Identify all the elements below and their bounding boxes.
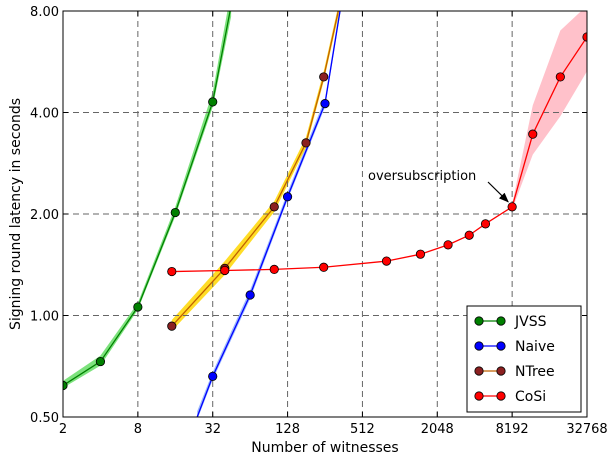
legend-entry-jvss: JVSS [474, 314, 547, 330]
legend-entry-naive: Naive [474, 339, 555, 355]
x-tick-label-32: 32 [204, 422, 221, 437]
x-tick-label-2048: 2048 [421, 422, 454, 437]
x-tick-label-8192: 8192 [496, 422, 529, 437]
legend-label-naive: Naive [515, 339, 555, 355]
x-tick-label-128: 128 [275, 422, 300, 437]
x-tick-label-512: 512 [350, 422, 375, 437]
annotation-label: oversubscription [368, 169, 476, 184]
line-jvss [63, 11, 231, 387]
point-cosi-2 [269, 264, 279, 275]
band-cosi [512, 11, 587, 210]
y-tick-label-4: 4.00 [30, 107, 59, 122]
legend-marker2-ntree [496, 366, 506, 376]
line-naive [196, 11, 341, 417]
legend-marker2-naive [496, 341, 506, 351]
annotation-arrow [487, 181, 509, 203]
legend: JVSS Naive NTree CoSi [466, 305, 582, 413]
y-axis-label: Signing round latency in seconds [8, 98, 24, 330]
point-naive-0 [208, 371, 218, 381]
point-cosi-7 [464, 230, 474, 240]
point-naive-3 [320, 99, 330, 109]
legend-marker-cosi [474, 391, 484, 401]
legend-label-cosi: CoSi [515, 389, 546, 405]
grid-lines [63, 11, 587, 417]
y-tick-label-2: 2.00 [30, 208, 59, 223]
point-cosi-11 [555, 72, 565, 82]
legend-box [466, 305, 582, 413]
point-jvss-2 [133, 302, 143, 312]
legend-marker2-cosi [496, 391, 506, 401]
legend-entry-ntree: NTree [474, 364, 555, 380]
axis-ticks: 2 8 32 128 512 2048 8192 32768 0.50 1.00 2.00 4.00 8… [30, 5, 608, 437]
point-jvss-3 [170, 207, 180, 218]
point-naive-2 [282, 192, 293, 202]
y-tick-label-8: 8.00 [30, 5, 59, 20]
point-ntree-2 [269, 202, 279, 212]
point-cosi-4 [381, 256, 392, 266]
annotations: oversubscription [368, 169, 509, 203]
series-markers [63, 32, 587, 391]
x-tick-label-2: 2 [59, 422, 67, 437]
point-cosi-6 [443, 240, 453, 250]
point-cosi-8 [480, 219, 491, 229]
point-jvss-0 [63, 380, 68, 391]
point-cosi-0 [167, 266, 177, 277]
point-cosi-5 [415, 249, 426, 259]
legend-label-ntree: NTree [515, 364, 555, 380]
point-cosi-9 [507, 202, 517, 212]
point-naive-1 [245, 290, 255, 300]
point-cosi-3 [319, 262, 329, 272]
legend-entry-cosi: CoSi [474, 389, 546, 405]
line-ntree [171, 11, 339, 327]
y-tick-label-1: 1.00 [30, 310, 59, 325]
point-ntree-0 [167, 321, 177, 331]
point-cosi-1 [220, 265, 230, 276]
point-jvss-4 [208, 97, 218, 107]
point-jvss-1 [95, 356, 106, 367]
x-tick-label-8: 8 [134, 422, 142, 437]
legend-marker-naive [474, 341, 484, 351]
point-ntree-4 [319, 72, 329, 82]
point-cosi-10 [528, 129, 538, 139]
legend-marker2-jvss [496, 316, 506, 326]
point-ntree-3 [301, 138, 311, 148]
x-tick-label-32768: 32768 [566, 422, 607, 437]
y-tick-label-0.5: 0.50 [30, 411, 59, 426]
x-axis-label: Number of witnesses [251, 440, 398, 456]
legend-marker-jvss [474, 316, 484, 326]
legend-label-jvss: JVSS [514, 314, 547, 330]
legend-marker-ntree [474, 366, 484, 376]
